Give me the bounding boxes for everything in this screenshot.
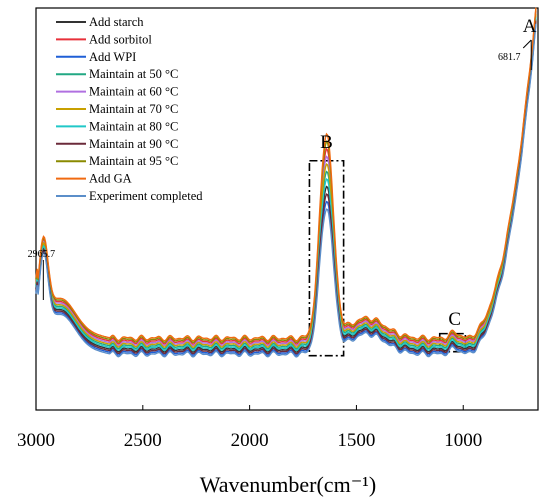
x-tick-label: 3000 <box>17 430 55 451</box>
peak-arrow <box>522 39 532 49</box>
x-axis-ticks: 3000 2500 2000 1500 1000 <box>17 405 482 451</box>
legend-label: Maintain at 60 °C <box>89 85 178 99</box>
series-line <box>35 17 537 352</box>
legend-label: Experiment completed <box>89 189 203 203</box>
series-line <box>35 10 537 345</box>
annotation-label: B <box>320 132 333 153</box>
series-line <box>35 9 537 344</box>
annotation-label: A <box>523 16 537 37</box>
legend-label: Maintain at 90 °C <box>89 137 178 151</box>
legend-label: Maintain at 80 °C <box>89 119 178 133</box>
x-axis-title: Wavenumber(cm⁻¹) <box>200 472 376 497</box>
x-tick-label: 1000 <box>444 430 482 451</box>
legend: Add starch Add sorbitol Add WPI Maintain at… <box>56 15 203 203</box>
series-line <box>35 12 537 347</box>
series-line <box>35 22 537 357</box>
x-tick-label: 2000 <box>231 430 269 451</box>
series-line <box>35 15 537 350</box>
x-tick-label: 2500 <box>124 430 162 451</box>
highlight-box <box>308 159 345 357</box>
legend-label: Add sorbitol <box>89 32 152 46</box>
annotation-label: C <box>448 309 461 330</box>
legend-label: Maintain at 50 °C <box>89 67 178 81</box>
legend-label: Add starch <box>89 15 144 29</box>
series-line <box>35 23 537 358</box>
series-line <box>35 18 537 353</box>
plot-frame <box>35 7 539 411</box>
series-line <box>35 7 537 342</box>
plot-border <box>35 7 539 411</box>
annotations: A 681.7 B C 2965.7 <box>28 16 537 330</box>
legend-label: Maintain at 70 °C <box>89 102 178 116</box>
annotation-label: 2965.7 <box>28 249 56 260</box>
legend-label: Add GA <box>89 172 132 186</box>
series-line <box>35 20 537 355</box>
series-lines <box>35 7 537 358</box>
annotation-label: 681.7 <box>498 52 521 63</box>
series-line <box>35 14 537 349</box>
legend-label: Maintain at 95 °C <box>89 154 178 168</box>
x-tick-label: 1500 <box>337 430 375 451</box>
legend-label: Add WPI <box>89 50 136 64</box>
